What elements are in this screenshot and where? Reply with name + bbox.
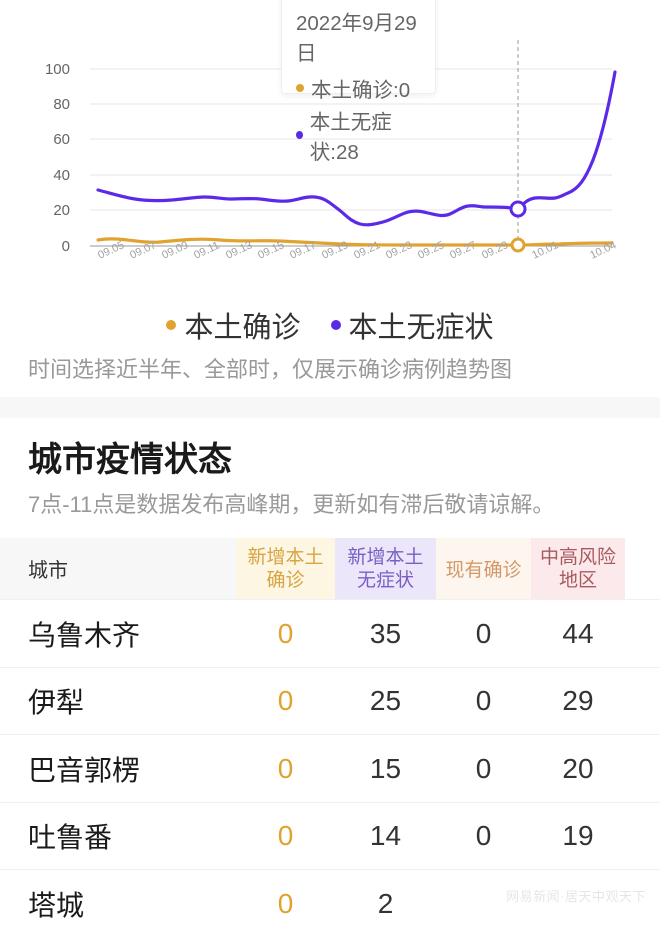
svg-text:60: 60	[53, 131, 70, 148]
svg-text:40: 40	[53, 167, 70, 184]
svg-text:20: 20	[53, 202, 70, 219]
svg-text:100: 100	[45, 61, 70, 78]
svg-text:80: 80	[53, 96, 70, 113]
